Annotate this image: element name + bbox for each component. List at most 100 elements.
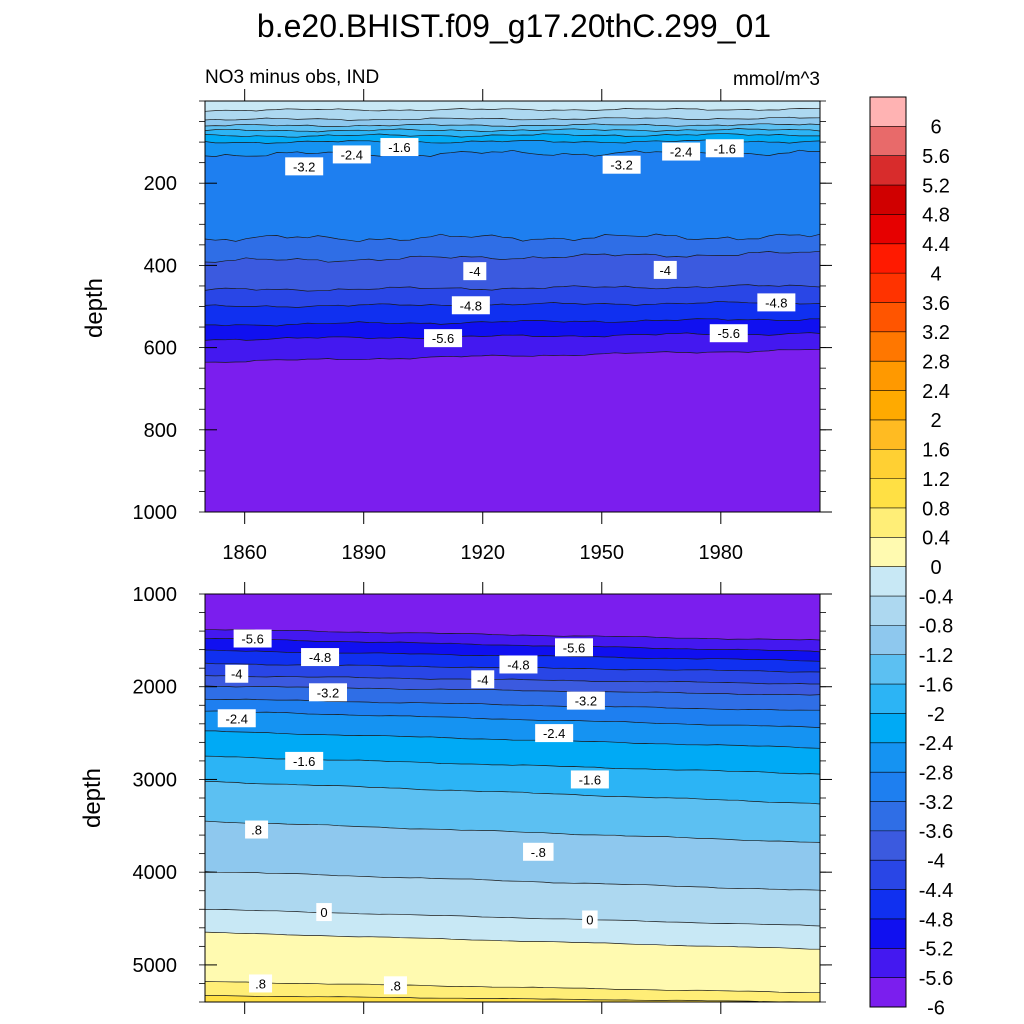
colorbar-swatch	[870, 361, 906, 391]
contour-label-background	[653, 260, 677, 279]
bottom-panel: -5.6 -5.6 -4.8 -4.8 -4 -4 -3.2 -3.2 -2.4 -2.4 -1.6…	[79, 582, 832, 1014]
colorbar-level-label: -5.2	[919, 939, 953, 961]
contour-line	[205, 318, 820, 327]
colorbar-swatch	[870, 948, 906, 979]
contour-label-text: -5.6	[241, 632, 263, 647]
top-contour-label: -5.6	[709, 324, 748, 343]
contour-label-text: 0	[586, 912, 593, 927]
top-ytick-label: 1000	[133, 502, 178, 524]
top-contour-label: -5.6	[424, 329, 463, 348]
bottom-panel-ylabel: depth	[79, 768, 106, 828]
colorbar-swatch	[870, 772, 906, 802]
top-xtick-label: 1920	[460, 542, 505, 564]
bottom-contour-label: -3.2	[566, 691, 605, 710]
top-panel-fill	[205, 101, 820, 513]
top-contour-label: -1.6	[380, 138, 419, 157]
colorbar-level-label: 2	[930, 410, 941, 432]
contour-line	[204, 781, 821, 805]
colorbar-swatch	[870, 918, 906, 949]
bottom-contour-label: -2.4	[217, 709, 256, 728]
colorbar-swatch	[870, 273, 906, 303]
contour-line	[204, 108, 821, 112]
contour-label-text: .8	[390, 978, 401, 993]
colorbar-swatch	[870, 537, 906, 568]
contour-label-text: -3.2	[293, 159, 315, 174]
contour-line	[204, 675, 820, 685]
colorbar-level-label: -2	[927, 704, 945, 726]
contour-label-background	[380, 138, 419, 157]
contour-label-text: -1.6	[293, 754, 315, 769]
bottom-panel-contour-labels: -5.6 -5.6 -4.8 -4.8 -4 -4 -3.2 -3.2 -2.4 -2.4 -1.6…	[217, 629, 609, 995]
contour-label-text: -3.2	[610, 158, 632, 173]
colorbar-level-label: -0.8	[919, 616, 953, 638]
colorbar-level-label: -4.8	[919, 909, 953, 931]
contour-label-background	[285, 751, 324, 770]
top-ytick-label: 800	[144, 420, 177, 442]
contour-label-text: -4	[477, 672, 489, 687]
colorbar-frame	[869, 96, 907, 1008]
top-contour-label: -3.2	[602, 155, 641, 174]
colorbar-level-label: -4	[927, 851, 945, 873]
bottom-contour-label: -5.6	[555, 638, 593, 657]
bottom-contour-label: -4	[471, 670, 495, 689]
top-contour-label: -1.6	[705, 139, 744, 158]
colorbar-swatch	[870, 596, 906, 626]
bottom-contour-label: -2.4	[535, 724, 574, 743]
top-xtick-label: 1980	[699, 542, 744, 564]
contour-line	[204, 300, 821, 308]
contour-line	[204, 909, 821, 927]
colorbar-swatch	[870, 449, 906, 480]
colorbar-swatch	[870, 654, 906, 685]
colorbar-level-label: -6	[927, 997, 945, 1019]
colorbar-swatch	[870, 801, 906, 832]
contour-label-background	[332, 145, 371, 164]
contour-label-background	[301, 648, 340, 667]
contour-line	[204, 128, 821, 133]
bottom-contour-label: .8	[383, 976, 407, 995]
colorbar-level-label: 0.4	[922, 528, 950, 550]
bottom-contour-label: -.8	[523, 842, 554, 861]
colorbar-level-label: -1.6	[919, 674, 953, 696]
contour-label-background	[285, 157, 324, 176]
contour-label-text: -4.8	[765, 295, 787, 310]
contour-line	[204, 250, 821, 263]
colorbar-swatch	[870, 507, 906, 538]
colorbar-swatch	[870, 302, 906, 333]
colorbar-swatch	[870, 742, 906, 773]
colorbar-swatch	[870, 243, 906, 274]
contour-line	[204, 233, 821, 243]
contour-label-background	[570, 770, 609, 789]
contour-label-text: -1.6	[579, 772, 601, 787]
contour-label-text: -4	[659, 263, 671, 278]
top-panel-ylabel: depth	[81, 278, 108, 338]
panel-subtitle-units: mmol/m^3	[733, 69, 820, 90]
colorbar-swatch	[870, 390, 906, 421]
colorbar-level-label: -4.4	[919, 880, 953, 902]
contour-label-text: -2.4	[226, 711, 248, 726]
contour-label-background	[582, 910, 598, 929]
colorbar-level-label: -0.4	[919, 586, 953, 608]
colorbar-level-label: 1.6	[922, 440, 950, 462]
bottom-ytick-label: 4000	[133, 862, 178, 884]
contour-label-text: -1.6	[388, 140, 410, 155]
colorbar-swatch	[870, 566, 906, 597]
colorbar-swatch	[870, 830, 906, 861]
top-ytick-label: 600	[144, 338, 177, 360]
contour-label-text: -4	[469, 264, 481, 279]
colorbar-swatch	[870, 625, 906, 656]
contour-label-text: -4.8	[309, 650, 331, 665]
bottom-contour-label: .8	[249, 974, 273, 993]
bottom-ytick-label: 1000	[133, 584, 178, 606]
colorbar-swatch	[870, 214, 906, 245]
contour-label-text: -5.6	[432, 331, 454, 346]
bottom-contour-label: -3.2	[309, 683, 347, 702]
colorbar-swatch	[870, 126, 906, 157]
contour-line	[204, 710, 821, 728]
contour-line	[204, 638, 821, 653]
colorbar: 6 5.6 5.2 4.8 4.4 4 3.6 3.2 2.8 2.4 2 1.6 1.2 0.8 0.4 0…	[869, 96, 953, 1019]
colorbar-level-label: 3.2	[922, 322, 950, 344]
top-contour-label: -2.4	[662, 142, 701, 161]
bottom-contour-label: -1.6	[285, 751, 324, 770]
contour-line	[204, 116, 821, 121]
